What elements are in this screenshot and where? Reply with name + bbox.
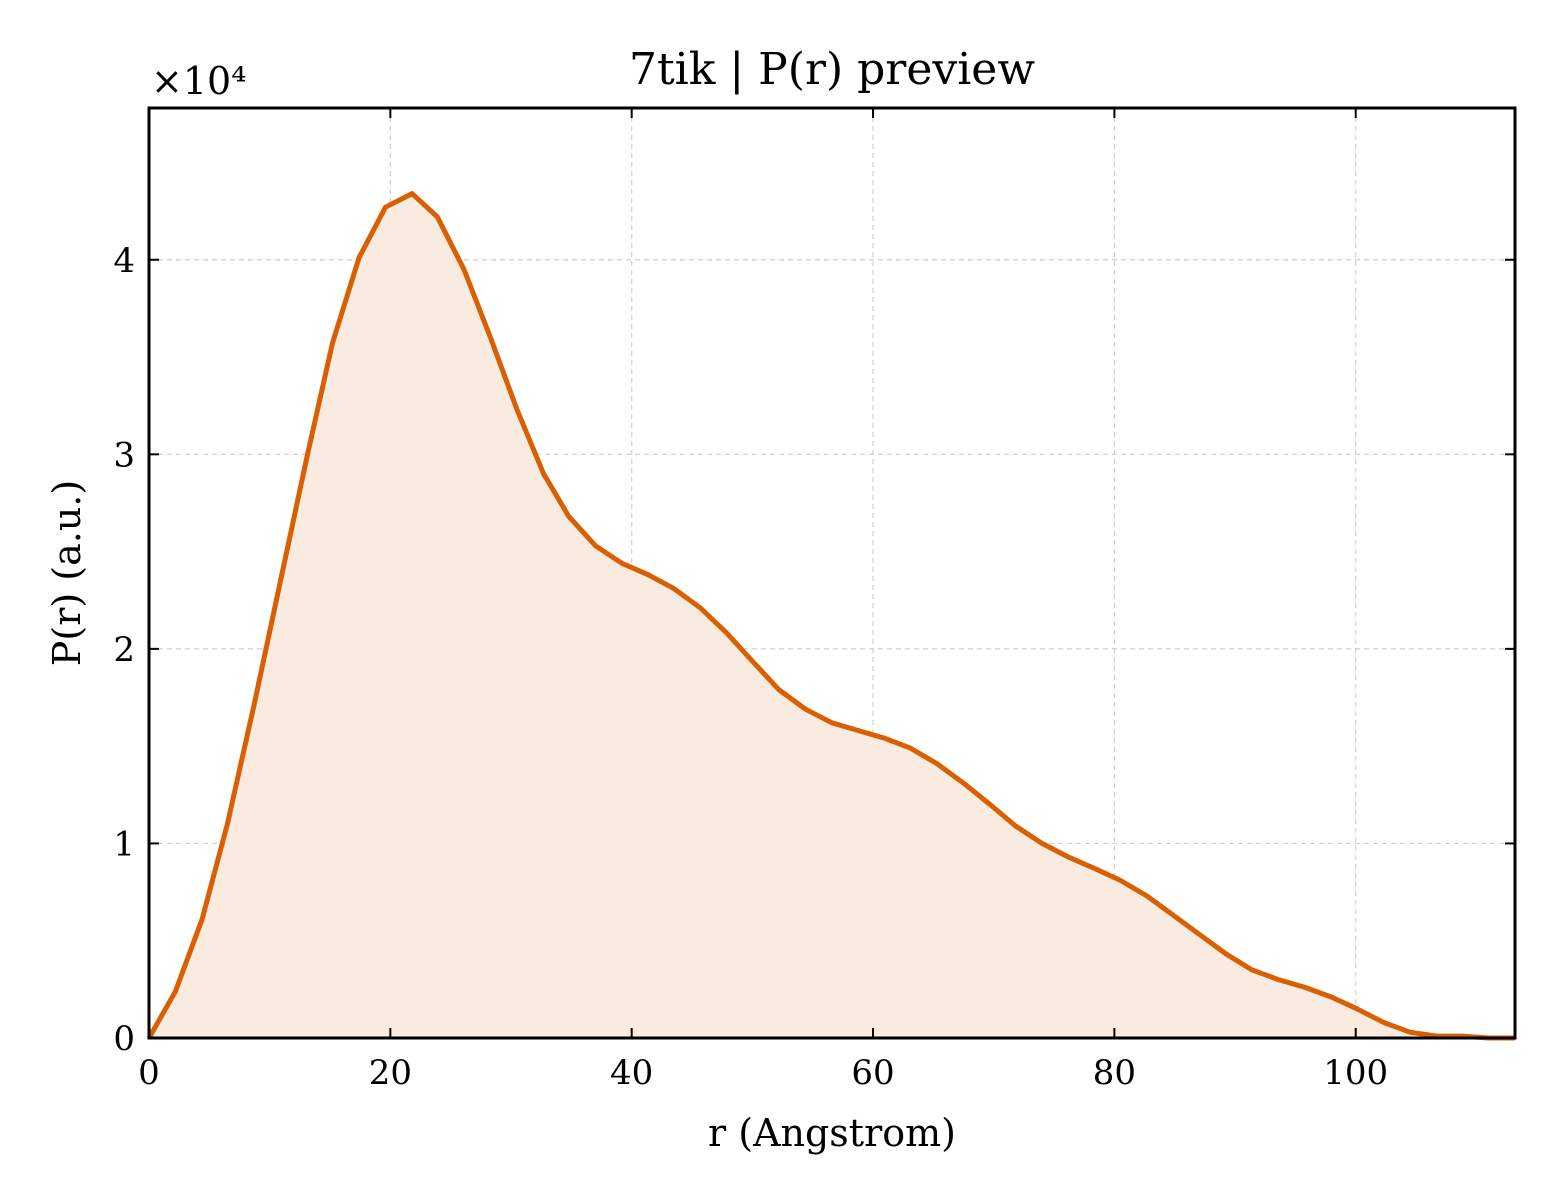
x-tick-label: 0	[138, 1053, 160, 1093]
y-tick-label: 4	[113, 241, 135, 281]
x-tick-label: 60	[851, 1053, 894, 1093]
pr-series-line	[146, 191, 1515, 1041]
x-tick-label: 20	[369, 1053, 412, 1093]
y-tick-label: 1	[113, 824, 135, 864]
tick-layer: 0 20 40 60 80 100 0 1 2 3 4	[113, 108, 1515, 1093]
x-tick-label: 80	[1093, 1053, 1136, 1093]
y-multiplier-label: ×10⁴	[151, 59, 246, 103]
y-tick-label: 3	[113, 435, 135, 475]
y-tick-label: 2	[113, 630, 135, 670]
y-axis-label: P(r) (a.u.)	[45, 480, 89, 666]
x-tick-label: 100	[1323, 1053, 1388, 1093]
plot-frame	[147, 106, 1517, 1040]
pr-area-fill	[149, 193, 1515, 1039]
x-axis-label: r (Angstrom)	[708, 1111, 956, 1155]
x-tick-label: 40	[610, 1053, 653, 1093]
chart-title: 7tik | P(r) preview	[629, 44, 1035, 95]
y-tick-label: 0	[113, 1019, 135, 1059]
